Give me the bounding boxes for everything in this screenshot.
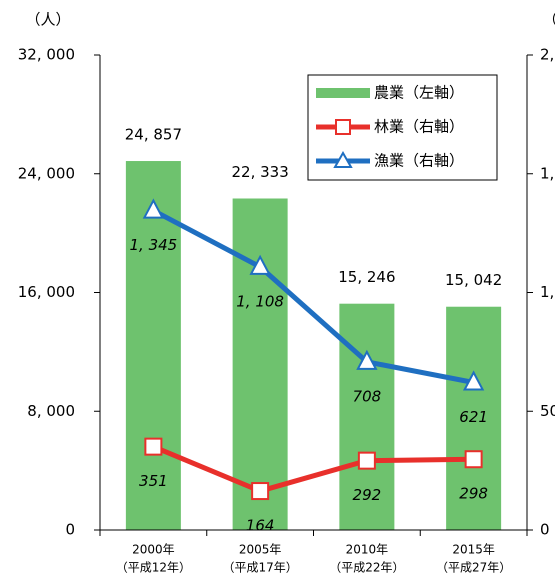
line-value-label: 164: [246, 517, 275, 535]
y-tick-label: 0: [65, 521, 75, 539]
marker: [464, 450, 483, 469]
legend-marker: [333, 150, 353, 168]
x-tick-sublabel: （平成27年）: [436, 561, 511, 575]
legend-label: 漁業（右軸）: [374, 152, 464, 170]
x-tick-sublabel: （平成17年）: [222, 561, 297, 575]
legend-marker: [335, 119, 351, 135]
legend-label: 林業（右軸）: [374, 118, 464, 136]
bar: [339, 303, 395, 530]
y2-tick-label: 1, 000: [540, 283, 555, 301]
x-tick-label: 2010年: [346, 543, 389, 557]
bar-value-label: 15, 246: [338, 268, 395, 286]
marker: [249, 254, 271, 275]
y-unit: （人）: [25, 11, 70, 29]
x-tick-sublabel: （平成22年）: [329, 561, 404, 575]
bar: [446, 306, 502, 530]
y-tick-label: 16, 000: [18, 283, 75, 301]
line-value-label: 708: [353, 387, 382, 405]
y2-tick-label: 1, 500: [540, 164, 555, 182]
y2-unit: （人）: [542, 11, 555, 29]
y-tick-label: 32, 000: [18, 46, 75, 64]
line-value-label: 298: [459, 485, 488, 503]
x-tick-label: 2005年: [239, 543, 282, 557]
line: [152, 444, 474, 494]
line-value-label: 351: [139, 472, 168, 490]
y2-tick-label: 0: [540, 521, 550, 539]
marker: [356, 349, 378, 370]
marker: [251, 482, 270, 501]
bar-value-label: 24, 857: [125, 126, 182, 144]
line-value-label: 1, 345: [130, 236, 178, 254]
bar-value-label: 22, 333: [231, 163, 288, 181]
line-value-label: 1, 108: [236, 292, 284, 310]
y2-tick-label: 2, 000: [540, 46, 555, 64]
x-tick-sublabel: （平成12年）: [116, 561, 191, 575]
legend: 農業（左軸） 林業（右軸） 漁業（右軸）: [307, 74, 498, 181]
line: [152, 208, 475, 385]
line-value-label: 621: [459, 408, 488, 426]
marker: [144, 437, 163, 456]
y2-tick-label: 500: [540, 402, 555, 420]
y-tick-label: 8, 000: [27, 402, 75, 420]
marker: [142, 198, 165, 219]
line-value-label: 292: [353, 486, 382, 504]
y-tick-label: 24, 000: [18, 164, 75, 182]
bar-value-label: 15, 042: [445, 271, 502, 289]
legend-label: 農業（左軸）: [374, 84, 464, 102]
x-tick-label: 2000年: [132, 543, 175, 557]
bar: [232, 198, 288, 530]
legend-swatch: [316, 88, 370, 98]
marker: [357, 451, 376, 470]
marker: [462, 370, 485, 391]
x-tick-label: 2015年: [452, 543, 495, 557]
